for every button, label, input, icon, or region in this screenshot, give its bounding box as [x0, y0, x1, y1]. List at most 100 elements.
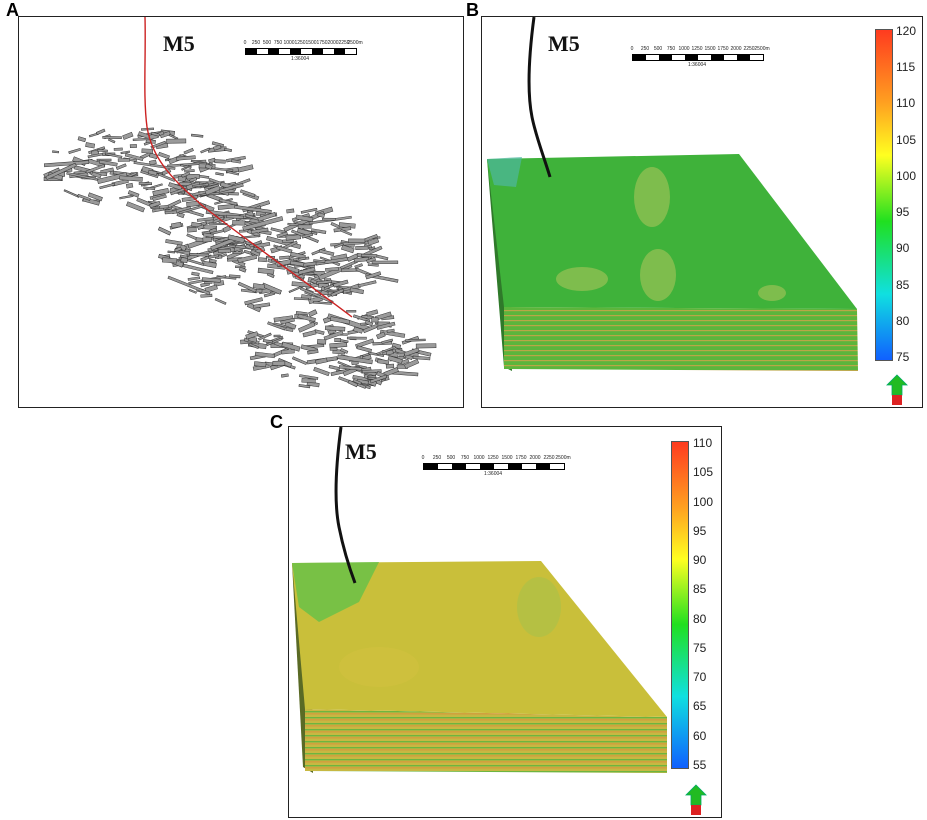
- fracture-plane: [208, 177, 222, 185]
- fracture-plane: [323, 284, 334, 290]
- fracture-plane: [187, 276, 201, 281]
- fracture-plane: [215, 172, 224, 176]
- fracture-network-view: [43, 17, 437, 390]
- fracture-plane: [281, 341, 301, 352]
- scale-tick-label: 2500m: [347, 40, 363, 46]
- fracture-plane: [245, 331, 259, 340]
- fracture-plane: [346, 336, 367, 340]
- fracture-plane: [157, 172, 176, 182]
- well-label-m5: M5: [163, 31, 195, 56]
- fracture-plane: [376, 321, 396, 330]
- fracture-plane: [237, 164, 254, 173]
- fracture-plane: [200, 293, 213, 298]
- fracture-plane: [330, 222, 341, 229]
- scale-tick-label: 2000: [529, 455, 541, 461]
- well-trajectory-m5: [527, 17, 552, 178]
- scale-tick-label: 750: [666, 46, 676, 52]
- fracture-plane: [280, 317, 295, 325]
- colorbar-b: [875, 29, 893, 361]
- well-label-m5: M5: [548, 31, 580, 56]
- fracture-plane: [177, 191, 185, 195]
- scale-tick-label: 500: [653, 46, 663, 52]
- fracture-plane: [232, 251, 242, 254]
- fracture-plane: [250, 249, 261, 257]
- fracture-plane: [297, 224, 312, 229]
- fracture-plane: [323, 330, 344, 341]
- fracture-plane: [174, 246, 182, 253]
- fracture-plane: [200, 147, 211, 154]
- fracture-plane: [226, 214, 245, 219]
- fracture-plane: [377, 358, 390, 365]
- fracture-plane: [150, 131, 160, 137]
- fracture-plane: [367, 263, 379, 267]
- fracture-plane: [355, 245, 369, 251]
- fracture-plane: [348, 238, 366, 244]
- fracture-plane: [157, 151, 170, 160]
- fracture-plane: [298, 256, 307, 261]
- fracture-plane: [381, 338, 394, 344]
- fracture-plane: [333, 242, 344, 249]
- fracture-plane: [204, 163, 213, 170]
- fracture-plane: [203, 183, 220, 190]
- fracture-plane: [354, 263, 363, 269]
- panel-letter-c: C: [270, 412, 283, 432]
- fracture-plane: [255, 288, 263, 293]
- fracture-plane: [113, 147, 123, 151]
- fracture-plane: [311, 228, 327, 234]
- fracture-plane: [257, 257, 268, 263]
- fracture-plane: [175, 155, 196, 161]
- model-front-face: [504, 307, 858, 371]
- fracture-plane: [298, 383, 311, 389]
- fracture-plane: [286, 208, 295, 214]
- fracture-plane: [141, 148, 154, 154]
- colorbar-tick-label: 120: [896, 24, 917, 38]
- fracture-plane: [273, 334, 281, 338]
- fracture-plane: [276, 245, 293, 254]
- fracture-plane: [340, 348, 349, 354]
- model-anomaly: [556, 267, 608, 291]
- model-anomaly: [640, 249, 676, 301]
- panel-a-fracture-network: M5 0 250 500 750 1000 1250 1500 1750 2000 2250 250…: [18, 16, 464, 408]
- panel-letter-b: B: [466, 0, 479, 20]
- fracture-plane: [162, 257, 178, 264]
- fracture-plane: [189, 252, 210, 257]
- fracture-plane: [334, 338, 342, 343]
- fracture-plane: [213, 144, 222, 151]
- fracture-plane: [357, 280, 377, 288]
- fracture-plane: [171, 221, 182, 229]
- scale-tick-label: 2250: [543, 455, 555, 461]
- fracture-plane: [147, 169, 158, 176]
- fracture-plane: [202, 237, 212, 243]
- fracture-plane: [223, 147, 233, 153]
- well-trajectory-m5: [144, 17, 353, 318]
- fracture-plane: [104, 152, 123, 159]
- colorbar-tick-label: 95: [896, 205, 910, 220]
- fracture-plane: [197, 224, 205, 231]
- fracture-plane: [340, 229, 353, 236]
- fracture-plane: [157, 226, 172, 236]
- fracture-plane: [371, 260, 399, 264]
- fracture-plane: [353, 256, 370, 263]
- model-3d-view-b: [487, 17, 908, 405]
- fracture-plane: [353, 326, 364, 334]
- fracture-plane: [167, 161, 207, 168]
- scale-bar-ratio: 1:36004: [483, 471, 503, 477]
- scale-bar-ratio: 1:36004: [687, 62, 707, 68]
- fracture-plane: [415, 343, 437, 349]
- fracture-plane: [95, 128, 106, 136]
- fracture-plane: [361, 369, 382, 374]
- fracture-plane: [184, 169, 195, 173]
- fracture-plane: [214, 297, 227, 305]
- colorbar-tick-label: 90: [896, 241, 910, 256]
- fracture-plane: [138, 182, 152, 185]
- fracture-plane: [262, 339, 273, 344]
- fracture-plane: [219, 198, 238, 206]
- fracture-plane: [212, 216, 225, 224]
- fracture-plane: [252, 302, 271, 309]
- colorbar-tick-label: 70: [693, 670, 707, 685]
- fracture-plane: [181, 171, 191, 178]
- fracture-plane: [164, 210, 178, 215]
- fracture-plane: [165, 239, 183, 246]
- scale-tick-label: 2500m: [754, 46, 770, 52]
- fracture-plane: [405, 338, 426, 342]
